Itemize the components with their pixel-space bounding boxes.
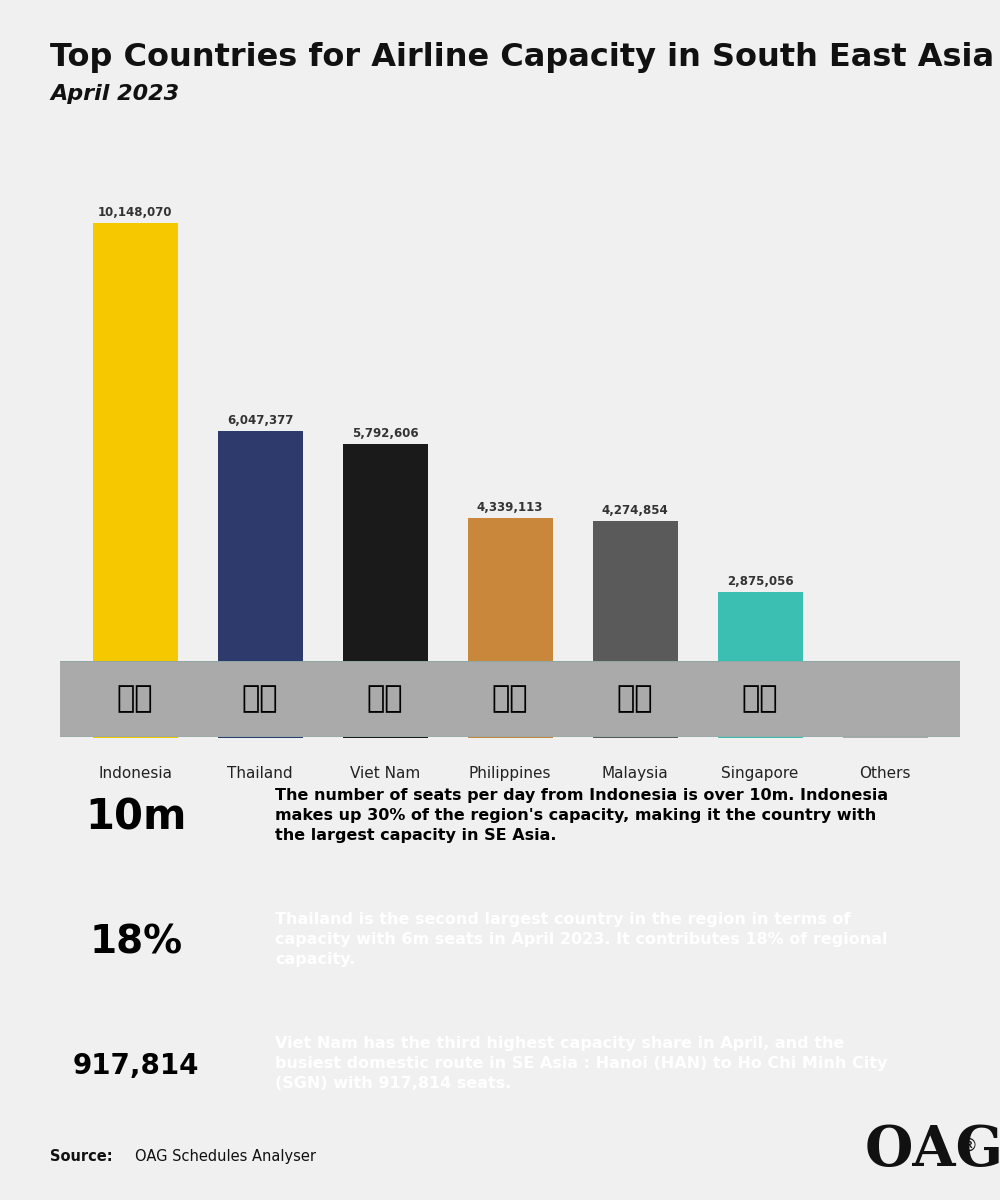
Bar — [342, 444, 428, 738]
Circle shape — [0, 662, 1000, 736]
Text: 🇵🇭: 🇵🇭 — [492, 684, 528, 714]
Text: 4,339,113: 4,339,113 — [477, 500, 543, 514]
Circle shape — [0, 662, 1000, 736]
Text: 5,792,606: 5,792,606 — [352, 427, 418, 440]
Text: 10,148,070: 10,148,070 — [98, 206, 172, 218]
Text: 18%: 18% — [89, 923, 182, 961]
Text: Viet Nam: Viet Nam — [350, 767, 420, 781]
Text: 🇸🇬: 🇸🇬 — [742, 684, 778, 714]
Circle shape — [0, 662, 1000, 736]
Text: Viet Nam has the third highest capacity share in April, and the
busiest domestic: Viet Nam has the third highest capacity … — [275, 1037, 888, 1091]
Text: Singapore: Singapore — [721, 767, 799, 781]
Text: OAG Schedules Analyser: OAG Schedules Analyser — [135, 1150, 316, 1164]
Text: Thailand: Thailand — [227, 767, 293, 781]
Text: 🇲🇾: 🇲🇾 — [617, 684, 653, 714]
Bar — [718, 592, 802, 738]
Text: 917,814: 917,814 — [72, 1052, 199, 1080]
Text: Thailand is the second largest country in the region in terms of
capacity with 6: Thailand is the second largest country i… — [275, 912, 888, 967]
Text: 2,875,056: 2,875,056 — [727, 575, 793, 588]
Text: Malaysia: Malaysia — [602, 767, 668, 781]
Circle shape — [0, 662, 1000, 736]
Text: 🇻🇳: 🇻🇳 — [367, 684, 403, 714]
Text: 🇹🇭: 🇹🇭 — [242, 684, 278, 714]
Circle shape — [0, 662, 1000, 736]
Text: 6,047,377: 6,047,377 — [227, 414, 293, 427]
Bar — [592, 521, 678, 738]
Bar — [468, 517, 552, 738]
Text: OAG: OAG — [865, 1123, 1000, 1178]
Text: Others: Others — [859, 767, 911, 781]
Text: Source:: Source: — [50, 1150, 113, 1164]
Text: The number of seats per day from Indonesia is over 10m. Indonesia
makes up 30% o: The number of seats per day from Indones… — [275, 788, 889, 844]
Text: April 2023: April 2023 — [50, 84, 179, 104]
Circle shape — [0, 662, 1000, 736]
Text: 831,216: 831,216 — [858, 679, 912, 691]
Text: 🇮🇩: 🇮🇩 — [117, 684, 153, 714]
Text: 4,274,854: 4,274,854 — [602, 504, 668, 517]
Text: ®: ® — [960, 1136, 978, 1154]
Text: Indonesia: Indonesia — [98, 767, 172, 781]
Bar — [842, 696, 928, 738]
Text: Philippines: Philippines — [469, 767, 551, 781]
Text: Top Countries for Airline Capacity in South East Asia: Top Countries for Airline Capacity in So… — [50, 42, 994, 73]
Text: 10m: 10m — [85, 797, 186, 839]
Circle shape — [0, 662, 1000, 736]
Bar — [218, 431, 302, 738]
Bar — [92, 223, 178, 738]
